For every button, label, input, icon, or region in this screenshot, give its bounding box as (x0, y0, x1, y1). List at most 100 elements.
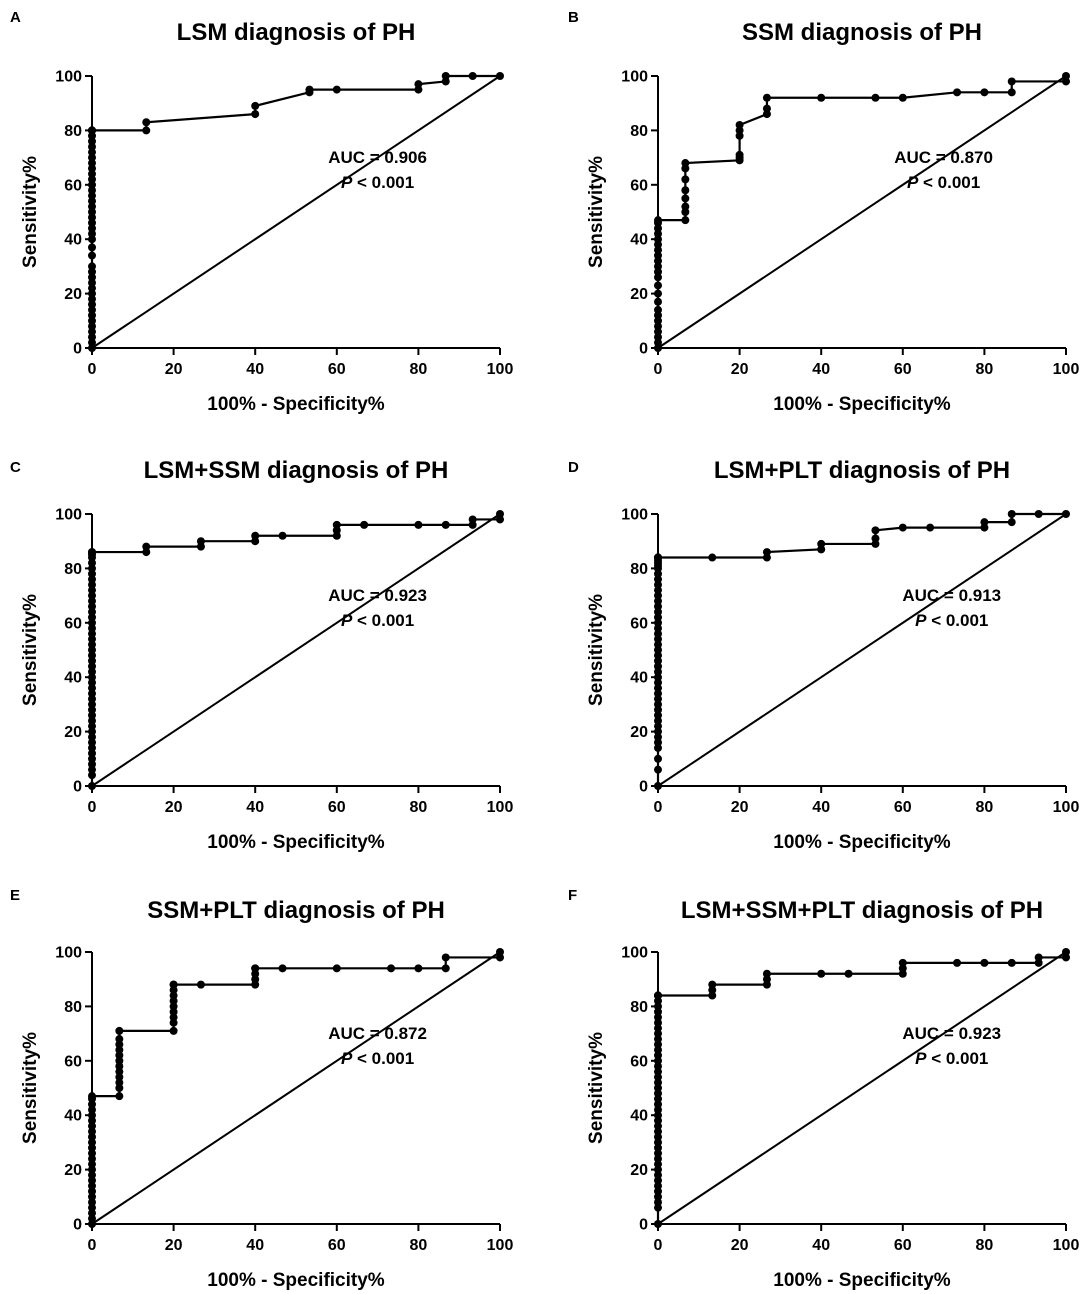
x-tick-label: 0 (88, 361, 97, 378)
x-tick-label: 80 (410, 1237, 428, 1254)
roc-point (953, 88, 962, 97)
y-tick-label: 40 (630, 670, 648, 687)
y-tick-label: 60 (630, 615, 648, 632)
roc-point (332, 85, 341, 94)
roc-point (1062, 72, 1070, 80)
roc-point (654, 754, 662, 763)
x-axis-title: 100% - Specificity% (207, 394, 385, 415)
reference-line (91, 75, 501, 349)
roc-point (468, 72, 477, 80)
roc-point (496, 510, 504, 518)
chart-title: SSM diagnosis of PH (742, 19, 982, 46)
roc-point (1062, 948, 1070, 956)
roc-point (735, 120, 744, 129)
roc-point (142, 118, 151, 127)
auc-label: AUC = 0.923 (328, 586, 427, 605)
roc-point (1007, 518, 1016, 527)
roc-point (251, 531, 260, 540)
roc-point (762, 93, 771, 102)
x-tick-label: 60 (894, 1237, 912, 1254)
p-value-text: < 0.001 (926, 1049, 988, 1068)
reference-line (657, 951, 1067, 1225)
roc-point (196, 537, 205, 546)
y-axis-title: Sensitivity% (20, 594, 41, 706)
roc-point (1062, 510, 1070, 518)
y-tick-label: 0 (73, 779, 82, 796)
roc-point (115, 1092, 124, 1101)
p-value-text: < 0.001 (352, 1049, 414, 1068)
y-tick-label: 0 (639, 341, 648, 358)
roc-point (980, 958, 989, 967)
roc-point (654, 765, 662, 774)
p-symbol: P (915, 611, 927, 630)
x-tick-label: 0 (654, 361, 663, 378)
roc-point (654, 216, 662, 225)
x-tick-label: 80 (410, 799, 428, 816)
roc-point (654, 991, 662, 1000)
y-tick-label: 40 (630, 232, 648, 249)
auc-label: AUC = 0.906 (328, 148, 427, 167)
x-tick-label: 40 (246, 361, 264, 378)
x-tick-label: 100 (487, 799, 514, 816)
roc-point (708, 553, 717, 562)
x-tick-label: 100 (487, 1237, 514, 1254)
y-axis-title: Sensitivity% (20, 1032, 41, 1144)
x-tick-label: 80 (976, 1237, 994, 1254)
y-tick-label: 0 (73, 341, 82, 358)
p-value-label: P < 0.001 (341, 611, 414, 630)
roc-point (88, 262, 96, 271)
x-tick-label: 20 (731, 1237, 749, 1254)
y-tick-label: 80 (630, 123, 648, 140)
roc-point (360, 520, 369, 529)
roc-point (88, 251, 96, 260)
y-axis-title: Sensitivity% (586, 1032, 607, 1144)
roc-point (817, 969, 826, 978)
p-symbol: P (341, 1049, 353, 1068)
y-tick-label: 80 (64, 561, 82, 578)
roc-point (898, 523, 907, 532)
roc-point (88, 243, 96, 252)
panel-letter: B (568, 9, 579, 26)
roc-point (654, 297, 662, 306)
y-tick-label: 20 (630, 724, 648, 741)
roc-point (88, 782, 96, 790)
y-tick-label: 20 (64, 1162, 82, 1179)
panel-f: F LSM+SSM+PLT diagnosis of PH 0 20 40 60 80 100… (568, 887, 1079, 1291)
roc-point (142, 126, 151, 135)
roc-point (1034, 510, 1043, 518)
x-tick-label: 80 (976, 361, 994, 378)
roc-point (88, 126, 96, 135)
roc-point (169, 1026, 178, 1035)
roc-point (654, 782, 662, 790)
roc-point (844, 969, 853, 978)
chart-title: LSM+SSM+PLT diagnosis of PH (681, 897, 1043, 924)
x-tick-label: 100 (1053, 799, 1080, 816)
y-tick-label: 100 (55, 507, 82, 524)
panel-d: D LSM+PLT diagnosis of PH 0 20 40 60 80 100 0 20 4… (568, 457, 1079, 853)
panel-letter: E (10, 887, 20, 904)
roc-point (441, 72, 450, 80)
roc-point (1007, 510, 1016, 518)
p-symbol: P (341, 611, 353, 630)
panel-letter: F (568, 887, 577, 904)
p-symbol: P (907, 173, 919, 192)
roc-point (735, 150, 744, 159)
roc-point (953, 958, 962, 967)
y-tick-label: 80 (630, 561, 648, 578)
roc-point (762, 548, 771, 557)
roc-point (468, 515, 477, 524)
roc-point (88, 1092, 96, 1101)
roc-point (871, 526, 880, 535)
y-tick-label: 60 (64, 177, 82, 194)
y-tick-label: 20 (64, 724, 82, 741)
x-tick-label: 40 (812, 361, 830, 378)
panel-e: E SSM+PLT diagnosis of PH 0 20 40 60 80 100 0 20 4… (10, 887, 513, 1291)
roc-point (654, 281, 662, 290)
roc-point (817, 539, 826, 548)
y-tick-label: 60 (630, 177, 648, 194)
x-tick-label: 0 (654, 799, 663, 816)
y-axis-title: Sensitivity% (20, 156, 41, 268)
roc-point (332, 964, 341, 973)
panel-letter: A (10, 9, 21, 26)
x-tick-label: 20 (731, 361, 749, 378)
